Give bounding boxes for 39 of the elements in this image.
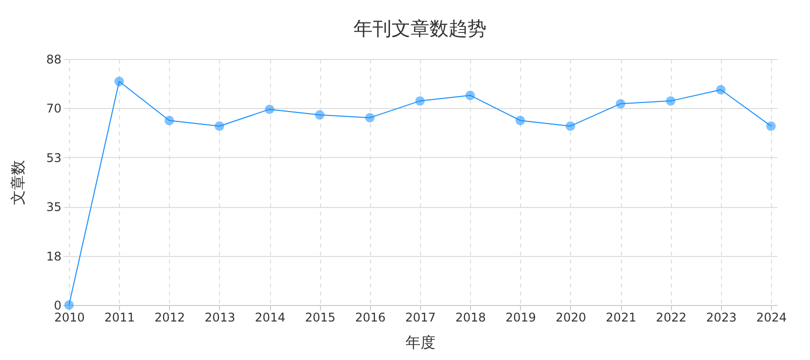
x-axis-title: 年度 xyxy=(406,334,436,352)
y-tick-label: 35 xyxy=(46,200,62,214)
x-tick-label: 2021 xyxy=(606,310,636,324)
point xyxy=(365,112,375,122)
x-tick-label: 2010 xyxy=(54,310,85,324)
x-tick-label: 2024 xyxy=(756,310,787,324)
point xyxy=(264,104,274,114)
x-tick-label: 2015 xyxy=(304,310,336,324)
point xyxy=(666,96,676,106)
point xyxy=(64,300,74,310)
x-tick-label: 2022 xyxy=(656,310,686,324)
x-tick-label: 2014 xyxy=(254,310,286,324)
y-tick-label: 70 xyxy=(46,102,62,116)
x-tick-label: 2020 xyxy=(556,310,586,324)
point xyxy=(114,76,124,86)
x-tick-label: 2017 xyxy=(405,310,436,324)
point xyxy=(516,116,526,126)
x-tick-label: 2023 xyxy=(706,310,737,324)
point xyxy=(214,121,224,131)
y-axis-title: 文章数 xyxy=(9,160,28,205)
y-tick-label: 53 xyxy=(46,150,62,165)
x-tick-label: 2013 xyxy=(204,310,236,324)
point xyxy=(465,90,475,100)
y-tick-label: 0 xyxy=(54,298,62,312)
x-tick-label: 2018 xyxy=(455,310,486,324)
point xyxy=(616,98,626,108)
point xyxy=(164,116,174,126)
point xyxy=(716,85,726,94)
y-tick-label: 88 xyxy=(46,52,62,66)
x-tick-label: 2019 xyxy=(506,310,536,324)
point xyxy=(314,110,324,120)
point xyxy=(415,96,425,106)
x-tick-label: 2016 xyxy=(355,310,386,324)
y-tick-label: 18 xyxy=(46,249,62,264)
chart-title: 年刊文章数趋势 xyxy=(354,18,486,40)
x-tick-label: 2011 xyxy=(104,310,135,324)
point xyxy=(766,121,776,131)
x-tick-label: 2012 xyxy=(154,310,186,324)
point xyxy=(566,121,576,131)
